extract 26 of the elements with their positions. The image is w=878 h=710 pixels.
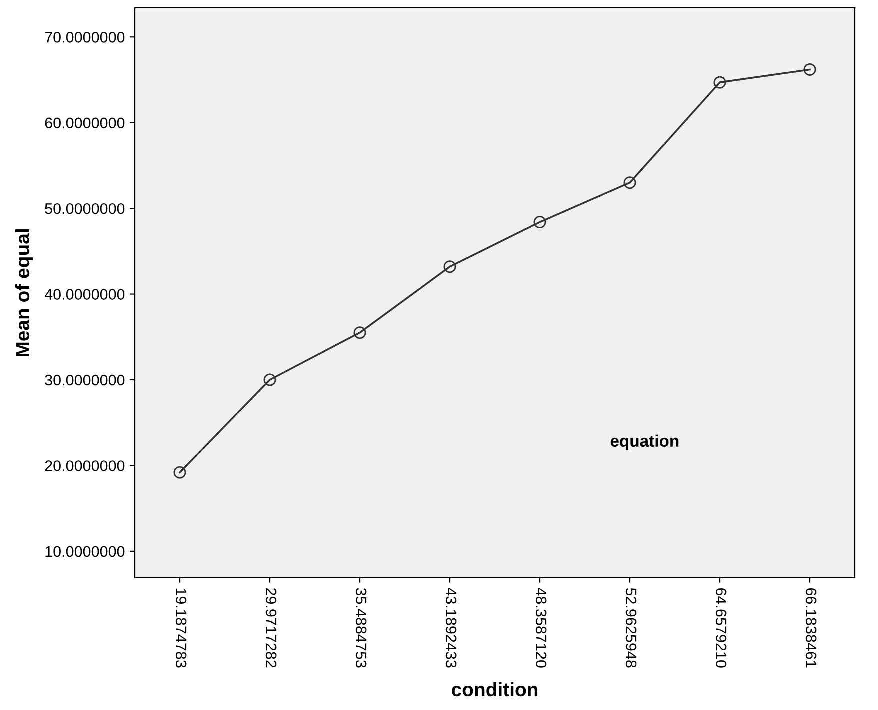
point (534, 216, 546, 229)
point (624, 176, 636, 190)
point (444, 260, 456, 274)
y-tick-label: 70.0000000 (45, 32, 125, 43)
point (354, 326, 366, 340)
y-axis-title: Mean of equal (15, 230, 34, 357)
point (174, 466, 186, 479)
x-axis-title: condition (452, 682, 538, 697)
x-tick-label: 52.9625948 (626, 588, 637, 668)
y-tick-label: 60.0000000 (45, 118, 125, 129)
y-tick-label: 20.0000000 (45, 460, 125, 472)
x-tick-label: 35.4884753 (356, 588, 367, 668)
x-tick-label: 19.1874783 (176, 588, 187, 668)
x-tick-label: 66.1838461 (806, 588, 817, 668)
y-tick-label: 40.0000000 (44, 289, 125, 300)
x-tick-label: 64.6579210 (716, 588, 727, 668)
y-tick-label: 10.0000000 (46, 546, 125, 558)
point (264, 374, 276, 386)
x-tick-label: 48.3587120 (536, 588, 547, 668)
y-tick-label: 50.0000000 (45, 203, 125, 214)
y-tick-label: 30.0000000 (45, 374, 125, 386)
point (714, 76, 726, 89)
x-tick-label: 43.1892433 (446, 588, 457, 668)
annotation: equation (610, 434, 679, 450)
x-tick-label: 29.9717282 (266, 588, 277, 668)
point (804, 63, 816, 76)
